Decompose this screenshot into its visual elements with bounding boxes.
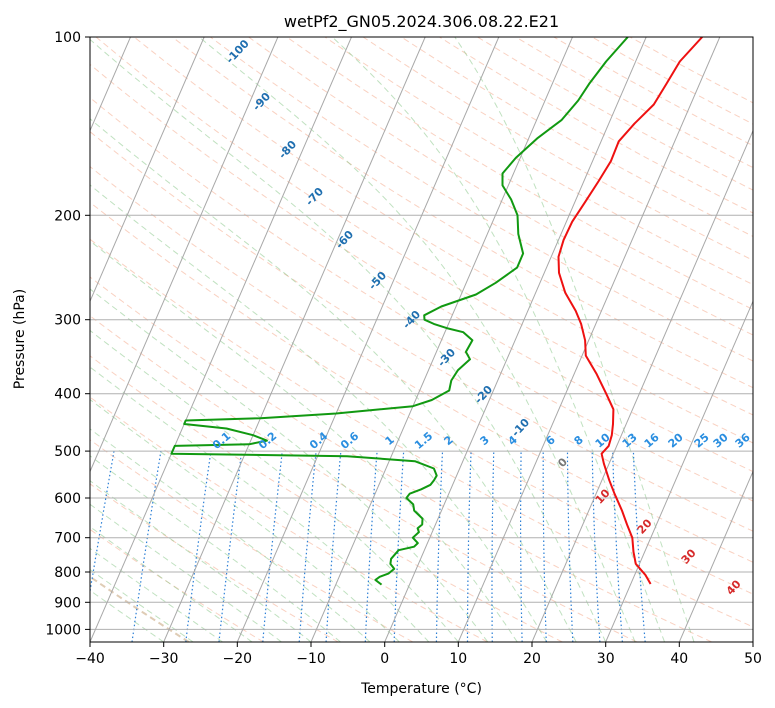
mixing-ratio-line — [298, 451, 317, 642]
y-tick-label: 800 — [54, 565, 81, 581]
isotherm-line — [90, 37, 279, 473]
y-tick-label: 700 — [54, 531, 81, 547]
mixing-ratio-line — [262, 451, 283, 642]
y-axis-title: Pressure (hPa) — [12, 289, 28, 389]
isotherm-line — [457, 37, 721, 642]
moist-adiabat-line — [90, 503, 282, 642]
axes: −40 −30 −20 −10 0 10 20 30 40 50 100 200 300 400 500 60… — [45, 30, 762, 667]
moist-adiabat-line — [90, 568, 194, 642]
x-tick-label: 10 — [449, 651, 467, 667]
moist-adiabat-line — [90, 38, 607, 642]
moist-adiabat-line — [90, 589, 164, 642]
dry-adiabat-line — [171, 37, 753, 389]
moist-adiabat-line — [90, 184, 548, 642]
x-axis-title: Temperature (°C) — [360, 681, 482, 697]
moist-adiabat-line — [331, 37, 666, 642]
isotherm-line — [384, 37, 647, 642]
mixing-ratio-line — [325, 451, 342, 642]
dry-adiabat-line — [324, 37, 753, 286]
isotherm-line — [90, 37, 205, 303]
x-tick-label: 20 — [523, 651, 541, 667]
x-tick-label: −20 — [223, 651, 253, 667]
dry-adiabat-line — [90, 315, 638, 642]
dry-adiabat-line — [286, 37, 753, 311]
x-tick-label: −40 — [75, 651, 105, 667]
x-tick-label: 30 — [597, 651, 615, 667]
moist-adiabat-line — [454, 37, 695, 642]
dry-adiabat-line — [90, 276, 712, 642]
y-tick-label: 600 — [54, 491, 81, 507]
isotherm-line — [310, 37, 573, 642]
grid-lines — [90, 37, 753, 642]
moist-adiabat-line — [90, 547, 223, 642]
moist-adiabat-line — [90, 480, 312, 642]
isotherm-line — [236, 37, 500, 642]
y-tick-label: 100 — [54, 30, 81, 46]
moist-adiabat-line — [90, 240, 518, 642]
series-lines — [170, 37, 703, 586]
x-tick-label: 0 — [380, 651, 389, 667]
dry-adiabat-line — [90, 439, 414, 642]
background-lines — [90, 37, 753, 642]
moist-adiabat-line — [90, 428, 371, 642]
x-tick-label: −10 — [296, 651, 326, 667]
sounding-line — [557, 37, 703, 585]
mixing-ratio-line — [185, 451, 212, 642]
y-tick-label: 200 — [54, 208, 81, 224]
isotherm-line — [678, 470, 753, 642]
x-tick-label: 50 — [744, 651, 762, 667]
isotherm-line — [605, 299, 753, 642]
y-tick-label: 900 — [54, 595, 81, 611]
moist-adiabat-line — [198, 37, 636, 642]
isotherm-line — [90, 37, 352, 642]
moist-adiabat-line — [90, 118, 577, 642]
moist-adiabat-line — [90, 366, 430, 642]
x-tick-label: −30 — [149, 651, 179, 667]
moist-adiabat-line — [90, 288, 489, 642]
y-tick-label: 400 — [54, 387, 81, 403]
isotherm-line — [531, 129, 753, 642]
sounding-line — [170, 37, 629, 586]
dry-adiabat-line — [90, 96, 753, 502]
y-tick-label: 1000 — [45, 622, 81, 638]
dry-adiabat-line — [90, 238, 753, 628]
moist-adiabat-line — [90, 329, 459, 642]
dry-adiabat-line — [90, 131, 753, 532]
moist-adiabat-line — [90, 398, 400, 642]
plot-frame — [89, 36, 754, 643]
dry-adiabat-line — [90, 483, 339, 642]
y-tick-label: 300 — [54, 313, 81, 329]
dry-adiabat-line — [133, 37, 753, 416]
mixing-ratio-line — [218, 451, 243, 642]
isotherm-line — [163, 37, 426, 642]
y-tick-label: 500 — [54, 444, 81, 460]
dry-adiabat-line — [90, 355, 563, 642]
x-tick-label: 40 — [670, 651, 688, 667]
dry-adiabat-line — [90, 201, 753, 595]
chart-title: wetPf2_GN05.2024.306.08.22.E21 — [284, 12, 559, 32]
moist-adiabat-line — [90, 526, 253, 642]
